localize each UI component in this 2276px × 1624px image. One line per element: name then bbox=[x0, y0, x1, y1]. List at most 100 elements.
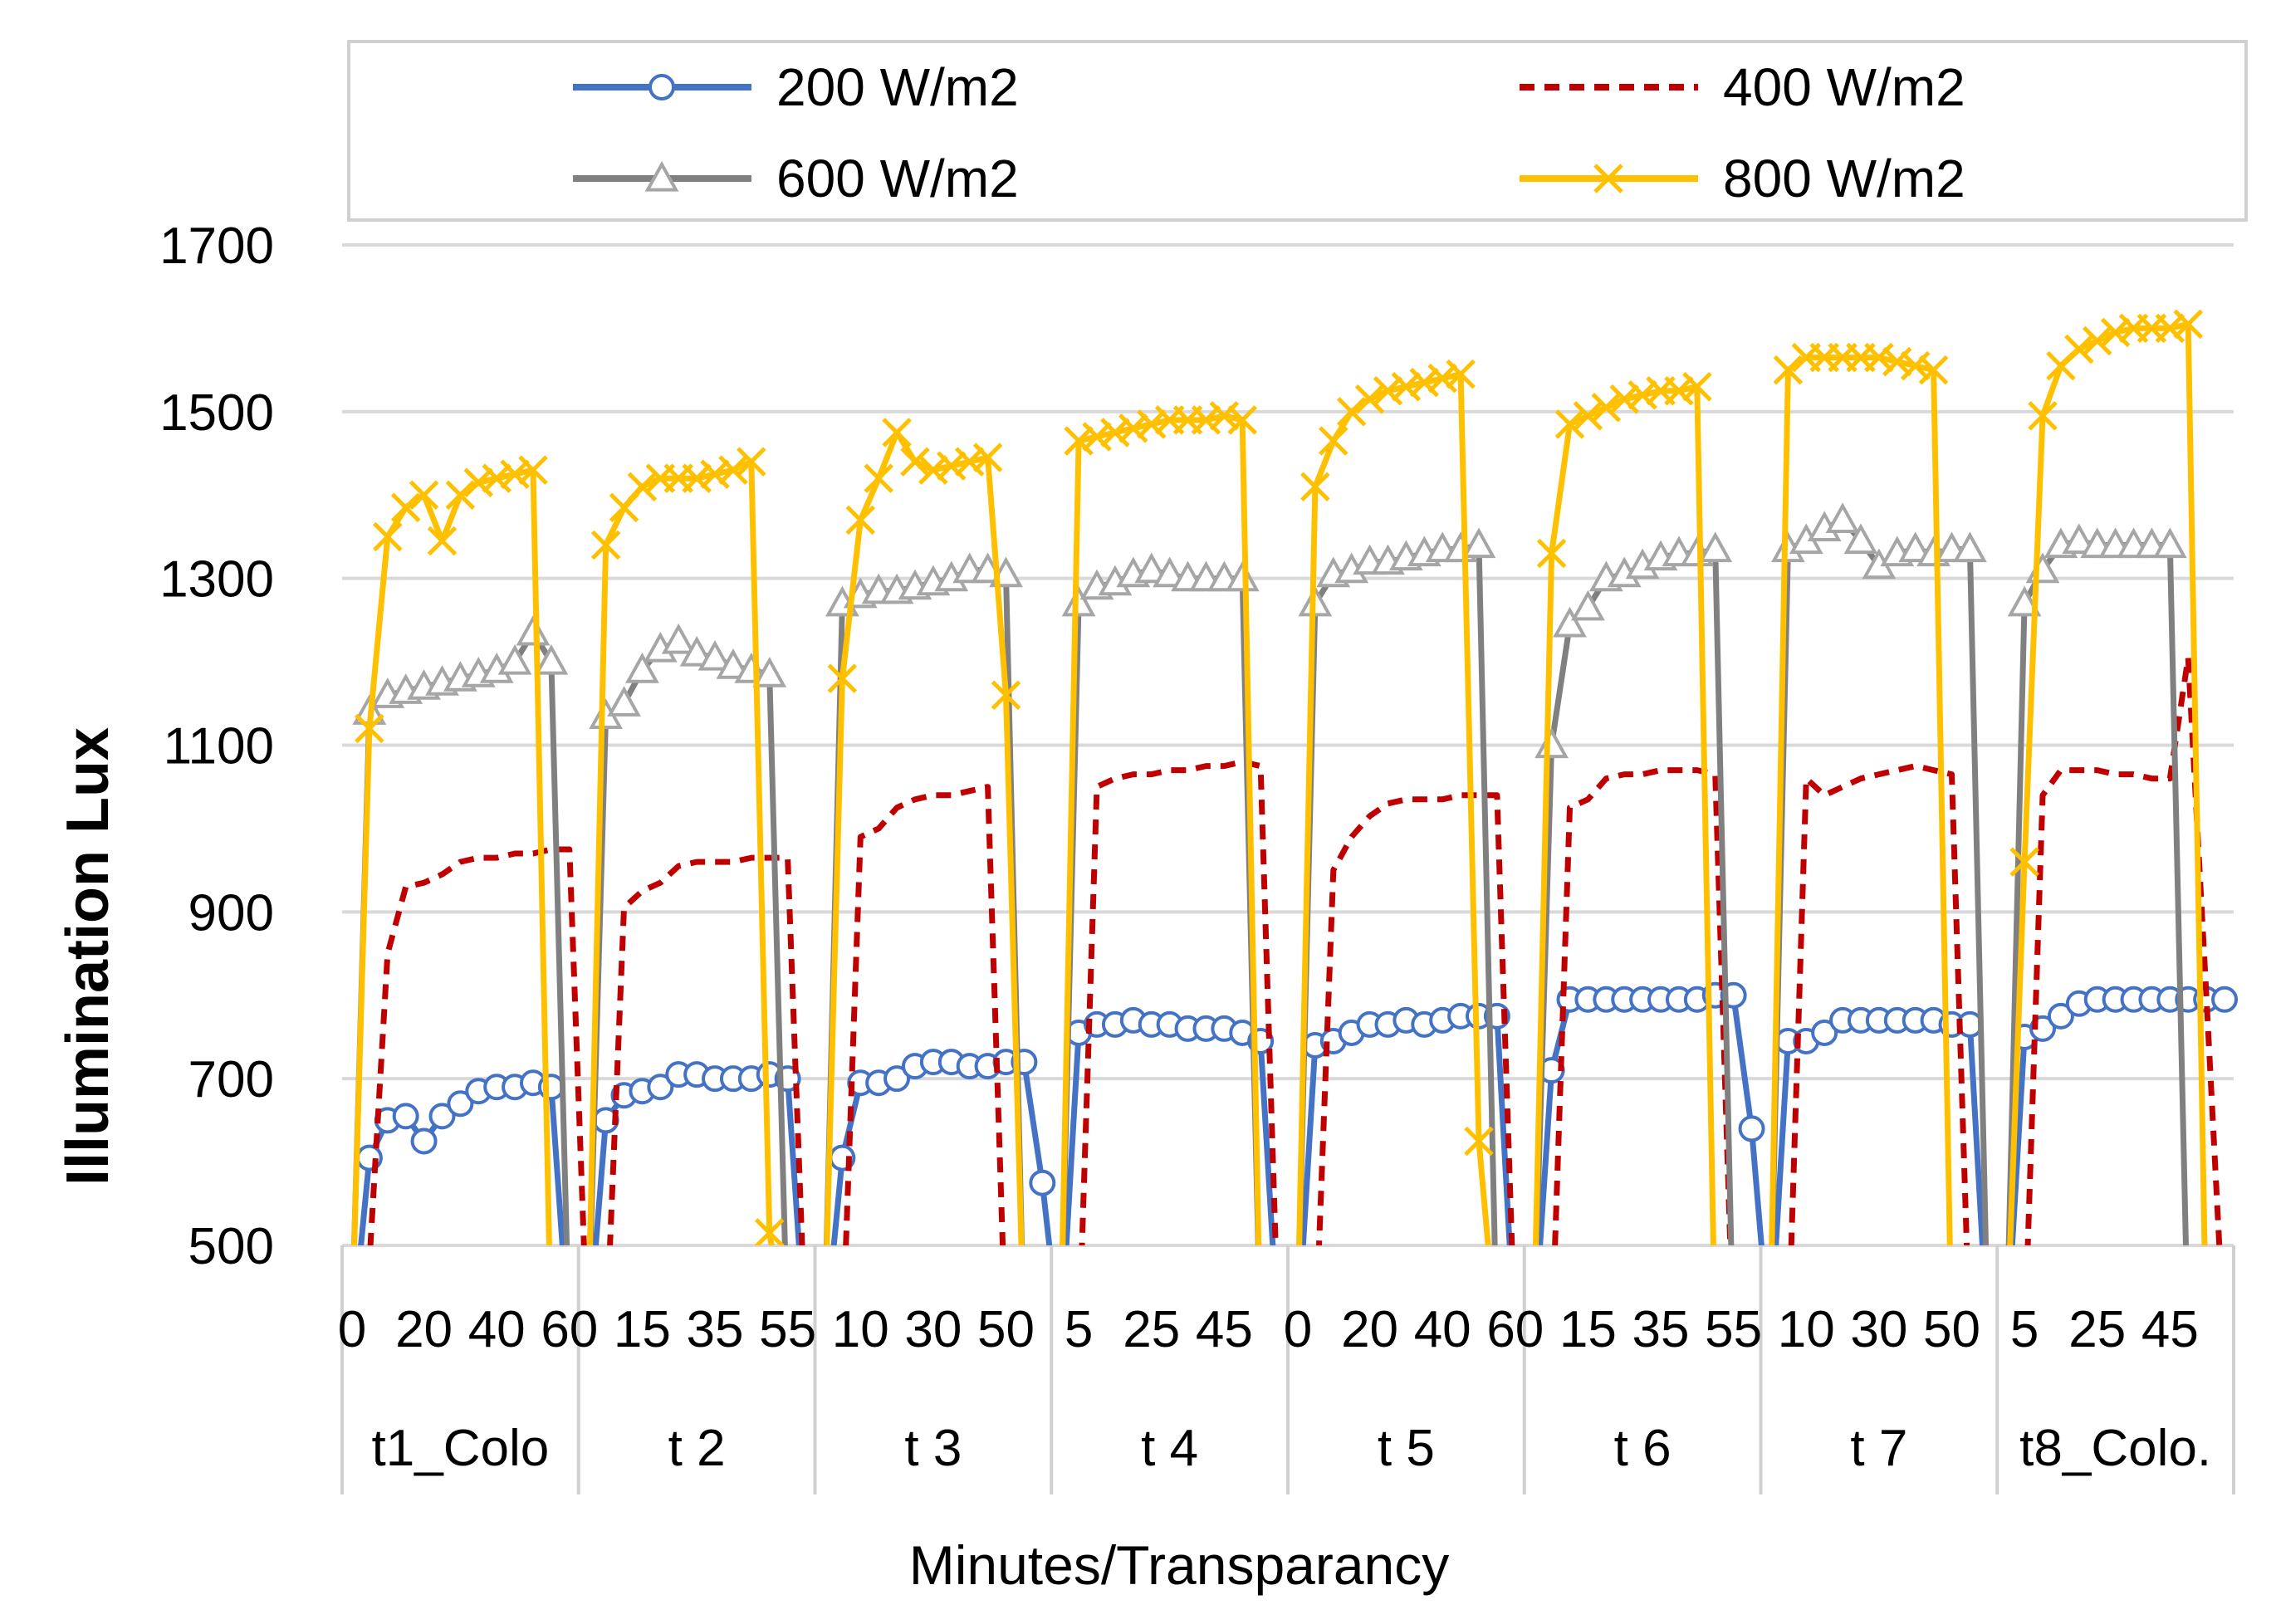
series-800-w-m2-point bbox=[1064, 426, 1094, 456]
series-800-w-m2-point bbox=[2100, 317, 2131, 348]
series-200-w-m2-point bbox=[883, 1065, 911, 1093]
series-800-w-m2-point bbox=[1318, 426, 1348, 456]
x-group-label: t 7 bbox=[1850, 1420, 1907, 1477]
series-200-w-m2-point bbox=[447, 1090, 474, 1118]
x-tick-label: 40 bbox=[468, 1301, 526, 1358]
x-tick-label: 25 bbox=[1123, 1301, 1180, 1358]
x-tick-label: 55 bbox=[759, 1301, 816, 1358]
series-600-w-m2-point bbox=[1952, 531, 1987, 563]
x-tick-label: 0 bbox=[338, 1301, 366, 1358]
series-800-w-m2-point bbox=[682, 463, 712, 493]
series-800-w-m2-point bbox=[372, 521, 403, 552]
series-600-w-m2-point bbox=[752, 657, 787, 687]
series-800-w-m2-point bbox=[718, 455, 748, 485]
series-600-w-m2-point bbox=[607, 686, 641, 717]
y-tick-label: 900 bbox=[188, 884, 274, 942]
legend-600-w-m2-point bbox=[644, 160, 679, 192]
series-800-w-m2-point bbox=[900, 447, 930, 477]
x-tick-label: 55 bbox=[1705, 1301, 1762, 1358]
series-800-w-m2-point bbox=[1209, 401, 1240, 431]
series-800-w-m2-point bbox=[1391, 371, 1422, 402]
series-600-w-m2-point bbox=[1134, 552, 1169, 584]
plot-area bbox=[350, 309, 2239, 1245]
x-group-label: t 4 bbox=[1141, 1420, 1198, 1477]
series-800-w-m2-point bbox=[2028, 401, 2058, 431]
series-800-w-m2-point bbox=[1627, 379, 1657, 410]
series-600-w-m2-point bbox=[716, 648, 751, 679]
series-800-w-m2-point bbox=[954, 447, 985, 477]
series-800-w-m2-point bbox=[2009, 847, 2039, 877]
y-tick-label: 1300 bbox=[159, 551, 274, 609]
series-600-w-m2-point bbox=[1571, 589, 1605, 621]
legend-600-w-m2: 600 W/m2 bbox=[573, 149, 1019, 208]
series-800-w-m2-point bbox=[590, 530, 621, 560]
series-800-w-m2-point bbox=[1773, 355, 1804, 385]
x-tick-label: 15 bbox=[614, 1301, 671, 1358]
series-600-w-m2-point bbox=[625, 653, 659, 683]
series-600-w-m2-point bbox=[679, 635, 714, 667]
series-800-w-m2-point bbox=[972, 443, 1003, 472]
series-800-w-m2-point bbox=[1336, 397, 1367, 427]
series-800-w-m2-point bbox=[518, 455, 548, 485]
x-group-label: t 2 bbox=[668, 1420, 726, 1477]
series-600-w-m2-point bbox=[1898, 531, 1933, 563]
x-axis-title: Minutes/Transparancy bbox=[909, 1534, 1450, 1596]
y-axis-title: Illumination Lux bbox=[55, 727, 121, 1186]
x-tick-label: 45 bbox=[2141, 1301, 2199, 1358]
x-tick-label: 25 bbox=[2068, 1301, 2126, 1358]
series-800-w-m2-point bbox=[918, 455, 948, 485]
series-800-w-m2-point bbox=[500, 459, 530, 489]
series-800-w-m2-point bbox=[1191, 405, 1221, 435]
legend-800-w-m2-point bbox=[1593, 164, 1623, 193]
series-800-w-m2-point bbox=[445, 480, 476, 511]
series-800-w-m2-point bbox=[1554, 409, 1585, 439]
series-200-w-m2-point bbox=[392, 1103, 419, 1130]
series-800-w-m2-point bbox=[1100, 418, 1130, 448]
series-800-w-m2-point bbox=[1446, 359, 1476, 389]
x-tick-label: 30 bbox=[1850, 1301, 1907, 1358]
series-800-w-m2-point bbox=[1136, 409, 1167, 439]
y-tick-label: 700 bbox=[188, 1051, 274, 1108]
series-200-w-m2-point bbox=[1811, 1019, 1838, 1046]
series-800-w-m2-point bbox=[1664, 375, 1694, 406]
x-tick-label: 10 bbox=[832, 1301, 889, 1358]
x-group-label: t8_Colo. bbox=[2019, 1420, 2211, 1477]
series-800-w-m2-point bbox=[754, 1218, 785, 1245]
series-800-w-m2-point bbox=[1118, 413, 1148, 443]
x-tick-label: 10 bbox=[1778, 1301, 1835, 1358]
x-tick-label: 20 bbox=[1341, 1301, 1398, 1358]
legend-400-w-m2: 400 W/m2 bbox=[1520, 57, 1965, 117]
series-600-w-m2-point bbox=[1843, 523, 1878, 555]
series-600-w-m2-point bbox=[1153, 556, 1187, 588]
series-800-w-m2-point bbox=[1227, 405, 1258, 435]
x-tick-label: 50 bbox=[977, 1301, 1035, 1358]
series-800-w-m2-point bbox=[2082, 325, 2112, 356]
series-800-w-m2-point bbox=[1591, 393, 1622, 423]
series-800-w-m2-point bbox=[1609, 384, 1639, 414]
legend-800-w-m2: 800 W/m2 bbox=[1520, 149, 1965, 208]
x-tick-label: 35 bbox=[1632, 1301, 1690, 1358]
x-tick-label: 30 bbox=[904, 1301, 962, 1358]
x-tick-label: 60 bbox=[1486, 1301, 1544, 1358]
series-800-w-m2-point bbox=[1427, 363, 1457, 394]
series-200-w-m2-point bbox=[2211, 986, 2239, 1013]
series-800-w-m2-point bbox=[2155, 313, 2185, 344]
x-group-label: t 6 bbox=[1614, 1420, 1672, 1477]
y-tick-label: 1500 bbox=[159, 384, 274, 442]
series-800-w-m2-point bbox=[737, 447, 766, 477]
series-800-w-m2-point bbox=[1918, 355, 1949, 385]
legend-200-w-m2: 200 W/m2 bbox=[573, 57, 1019, 117]
x-group-label: t 5 bbox=[1378, 1420, 1435, 1477]
series-200-w-m2-point bbox=[1029, 1169, 1056, 1196]
series-800-w-m2-point bbox=[864, 463, 893, 493]
x-group-label: t1_Colo bbox=[372, 1420, 550, 1477]
x-tick-label: 0 bbox=[1284, 1301, 1312, 1358]
series-800-w-m2-point bbox=[1300, 472, 1330, 501]
y-tick-label: 1700 bbox=[159, 218, 274, 275]
series-800-w-m2-point bbox=[390, 492, 421, 523]
x-tick-label: 15 bbox=[1559, 1301, 1617, 1358]
y-tick-label: 1100 bbox=[164, 718, 274, 775]
series-800-w-m2-point bbox=[482, 463, 511, 493]
